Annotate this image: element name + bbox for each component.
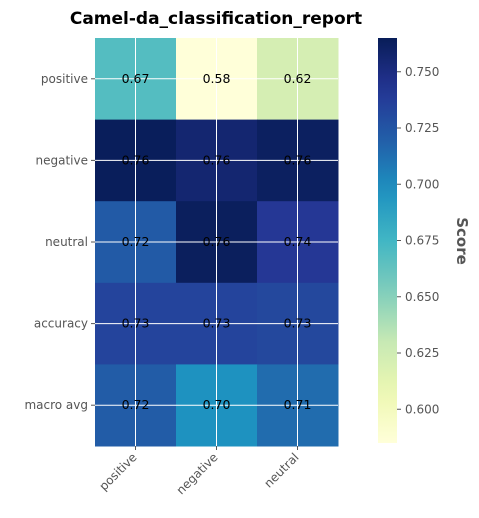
colorbar-tick-label: 0.750 <box>405 65 439 79</box>
colorbar-tick-label: 0.675 <box>405 234 439 248</box>
cell-value-label: 0.72 <box>122 234 150 249</box>
cell-value-label: 0.76 <box>284 152 312 167</box>
colorbar-gradient <box>378 38 397 443</box>
cell-value-label: 0.62 <box>284 71 312 86</box>
colorbar-tick-label: 0.650 <box>405 290 439 304</box>
colorbar-label: Score <box>453 217 471 265</box>
cell-value-label: 0.73 <box>284 316 312 331</box>
x-tick-label: neutral <box>261 450 301 490</box>
chart-title: Camel-da_classification_report <box>70 9 362 29</box>
cell-value-label: 0.71 <box>284 397 312 412</box>
x-tick-label: positive <box>96 450 139 493</box>
cell-value-label: 0.73 <box>122 316 150 331</box>
colorbar-tick-label: 0.700 <box>405 177 439 191</box>
colorbar-tick-label: 0.600 <box>405 402 439 416</box>
colorbar-ticks: 0.600 0.625 0.650 0.675 0.700 0.725 0.750 <box>397 65 439 416</box>
cell-value-label: 0.58 <box>203 71 231 86</box>
cell-value-label: 0.70 <box>203 397 231 412</box>
y-tick-label: negative <box>36 153 88 167</box>
y-tick-label: positive <box>41 72 88 86</box>
cell-value-label: 0.76 <box>122 152 150 167</box>
colorbar: 0.600 0.625 0.650 0.675 0.700 0.725 0.750 Scor… <box>378 38 471 443</box>
colorbar-tick-label: 0.725 <box>405 121 439 135</box>
x-tick-label: negative <box>174 450 221 497</box>
cell-value-label: 0.72 <box>122 397 150 412</box>
y-axis-tick-labels: positive negative neutral accuracy macro avg <box>24 72 95 412</box>
cell-value-label: 0.74 <box>284 234 312 249</box>
heatmap-cell-labels: 0.67 0.58 0.62 0.76 0.76 0.76 0.72 0.76 0.74 0.73… <box>122 71 312 412</box>
cell-value-label: 0.67 <box>122 71 150 86</box>
cell-value-label: 0.76 <box>203 152 231 167</box>
y-tick-label: macro avg <box>24 398 88 412</box>
cell-value-label: 0.73 <box>203 316 231 331</box>
colorbar-tick-label: 0.625 <box>405 346 439 360</box>
x-axis-tick-labels: positive negative neutral <box>96 446 302 497</box>
y-tick-label: neutral <box>45 235 88 249</box>
cell-value-label: 0.76 <box>203 234 231 249</box>
heatmap-grid <box>95 38 338 446</box>
y-tick-label: accuracy <box>34 317 88 331</box>
